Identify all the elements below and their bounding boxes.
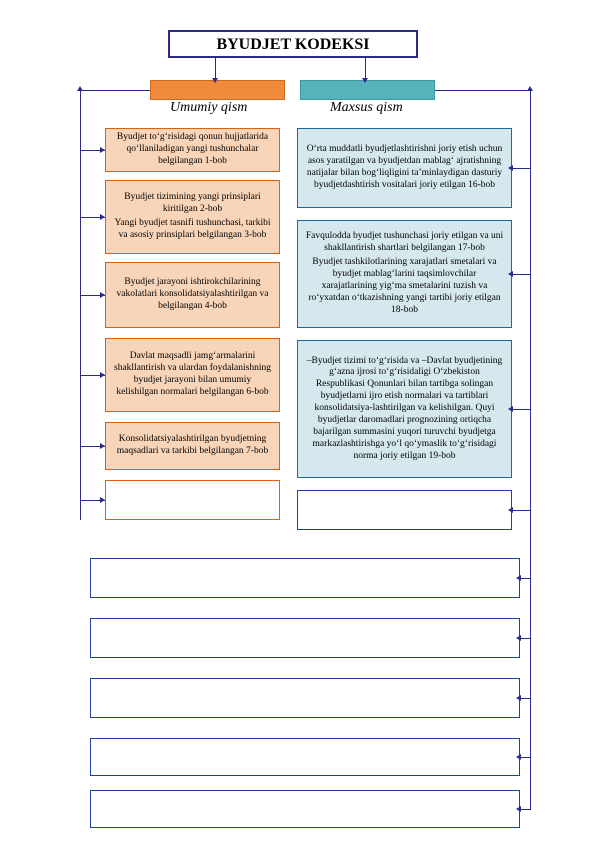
arrow-icon xyxy=(508,406,513,412)
arrow-icon xyxy=(527,86,533,91)
right-box-empty xyxy=(297,490,512,530)
left-box-4: Davlat maqsadli jamgʻarmalarini shakllan… xyxy=(105,338,280,412)
box-text: Davlat maqsadli jamgʻarmalarini shakllan… xyxy=(112,351,273,399)
connector xyxy=(520,757,530,758)
left-box-1: Byudjet toʻgʻrisidagi qonun hujjatlarida… xyxy=(105,128,280,172)
arrow-icon xyxy=(508,165,513,171)
box-text: ‒Byudjet tizimi toʻgʻrisida va ‒Davlat b… xyxy=(304,356,505,463)
right-section-label: Maxsus qism xyxy=(330,100,403,116)
connector xyxy=(520,638,530,639)
title-box: BYUDJET KODEKSI xyxy=(168,30,418,58)
arrow-icon xyxy=(77,86,83,91)
arrow-icon xyxy=(516,806,521,812)
left-box-empty xyxy=(105,480,280,520)
arrow-icon xyxy=(100,497,105,503)
wide-box-1 xyxy=(90,558,520,598)
connector xyxy=(512,274,530,275)
arrow-icon xyxy=(212,78,218,83)
connector xyxy=(520,698,530,699)
arrow-icon xyxy=(100,292,105,298)
arrow-icon xyxy=(508,507,513,513)
wide-box-4 xyxy=(90,738,520,776)
box-text-2: Yangi byudjet tasnifi tushunchasi, tarki… xyxy=(112,218,273,242)
wide-box-5 xyxy=(90,790,520,828)
right-box-1: Oʻrta muddatli byudjetlashtirishni joriy… xyxy=(297,128,512,208)
box-text: Oʻrta muddatli byudjetlashtirishni joriy… xyxy=(304,144,505,192)
arrow-icon xyxy=(100,147,105,153)
right-rail xyxy=(530,90,531,810)
right-box-3: ‒Byudjet tizimi toʻgʻrisida va ‒Davlat b… xyxy=(297,340,512,478)
right-box-2: Favqulodda byudjet tushunchasi joriy eti… xyxy=(297,220,512,328)
arrow-icon xyxy=(100,372,105,378)
box-text: Byudjet toʻgʻrisidagi qonun hujjatlarida… xyxy=(112,132,273,168)
left-box-5: Konsolidatsiyalashtirilgan byudjetning m… xyxy=(105,422,280,470)
box-text: Favqulodda byudjet tushunchasi joriy eti… xyxy=(304,231,505,255)
arrow-icon xyxy=(516,754,521,760)
box-text-2: Byudjet tashkilotlarining xarajatlari sm… xyxy=(304,257,505,316)
arrow-icon xyxy=(508,271,513,277)
wide-box-2 xyxy=(90,618,520,658)
connector xyxy=(512,510,530,511)
connector xyxy=(435,90,530,91)
arrow-icon xyxy=(516,635,521,641)
box-text: Byudjet jarayoni ishtirokchilarining vak… xyxy=(112,277,273,313)
connector xyxy=(80,90,150,91)
arrow-icon xyxy=(100,214,105,220)
connector xyxy=(215,58,216,80)
title-text: BYUDJET KODEKSI xyxy=(216,36,369,53)
arrow-icon xyxy=(100,443,105,449)
wide-box-3 xyxy=(90,678,520,718)
box-text: Byudjet tizimining yangi prinsiplari kir… xyxy=(112,192,273,216)
left-rail xyxy=(80,90,81,520)
left-box-2: Byudjet tizimining yangi prinsiplari kir… xyxy=(105,180,280,254)
arrow-icon xyxy=(516,695,521,701)
arrow-icon xyxy=(362,78,368,83)
right-section-header xyxy=(300,80,435,100)
connector xyxy=(512,168,530,169)
arrow-icon xyxy=(516,575,521,581)
left-section-header xyxy=(150,80,285,100)
connector xyxy=(520,809,530,810)
left-box-3: Byudjet jarayoni ishtirokchilarining vak… xyxy=(105,262,280,328)
connector xyxy=(512,409,530,410)
connector xyxy=(365,58,366,80)
box-text: Konsolidatsiyalashtirilgan byudjetning m… xyxy=(112,434,273,458)
connector xyxy=(520,578,530,579)
left-section-label: Umumiy qism xyxy=(170,100,247,116)
diagram-page: BYUDJET KODEKSI Umumiy qism Maxsus qism … xyxy=(0,0,596,843)
